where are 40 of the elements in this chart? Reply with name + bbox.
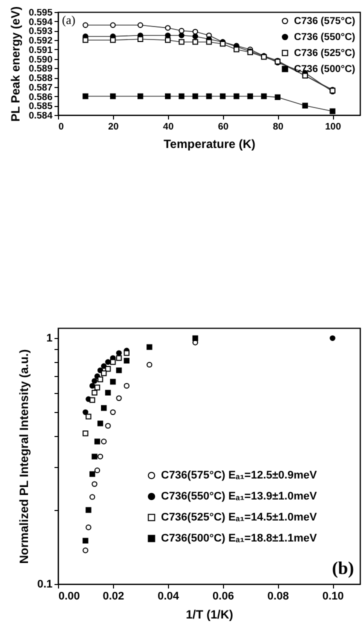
legend-label: C736(525°C) Eₐ₁=14.5±1.0meV bbox=[161, 512, 318, 524]
x-axis-title: 1/T (1/K) bbox=[186, 608, 234, 622]
y-tick-label: 0.591 bbox=[28, 44, 54, 56]
x-tick-label: 40 bbox=[163, 122, 174, 132]
x-axis-title: Temperature (K) bbox=[164, 137, 256, 151]
y-tick-label: 1 bbox=[46, 332, 52, 345]
y-axis-title: Normalized PL Integral Intensity (a.u.) bbox=[17, 349, 32, 564]
y-tick-label: 0.589 bbox=[28, 64, 52, 75]
x-tick-label: 80 bbox=[272, 122, 284, 132]
y-tick-label: 0.588 bbox=[28, 73, 52, 84]
legend-label: C736(575°C) Eₐ₁=12.5±0.9meV bbox=[161, 470, 318, 482]
y-axis-title: PL Peak energy (eV) bbox=[8, 6, 23, 122]
x-tick-label: 0.08 bbox=[267, 590, 289, 602]
x-tick-label: 0.02 bbox=[102, 590, 124, 602]
legend-label: C736 (500°C) bbox=[294, 64, 356, 75]
legend-label: C736(500°C) Eₐ₁=18.8±1.1meV bbox=[161, 532, 318, 544]
annotation: (b) bbox=[332, 558, 354, 578]
x-tick-label: 0.10 bbox=[322, 590, 344, 602]
legend-label: C736 (525°C) bbox=[294, 48, 356, 59]
y-tick-label: 0.595 bbox=[28, 8, 54, 18]
y-tick-label: 0.585 bbox=[28, 101, 54, 112]
y-tick-label: 0.587 bbox=[28, 82, 52, 94]
y-tick-label: 0.594 bbox=[28, 16, 54, 28]
annotation: (a) bbox=[62, 13, 76, 27]
y-tick-label: 0.590 bbox=[28, 54, 52, 66]
x-tick-label: 100 bbox=[325, 122, 341, 132]
x-tick-label: 20 bbox=[108, 122, 119, 132]
y-tick-label: 0.593 bbox=[28, 26, 52, 38]
legend-label: C736(550°C) Eₐ₁=13.9±1.0meV bbox=[161, 490, 318, 502]
x-tick-label: 0.00 bbox=[58, 590, 80, 602]
y-tick-label: 0.592 bbox=[28, 36, 52, 47]
x-tick-label: 0.06 bbox=[212, 590, 234, 602]
y-tick-label: 0.586 bbox=[28, 92, 52, 103]
x-tick-label: 60 bbox=[218, 122, 229, 132]
x-tick-label: 0 bbox=[58, 122, 64, 132]
y-tick-label: 0.1 bbox=[37, 578, 52, 590]
y-tick-label: 0.584 bbox=[28, 110, 54, 122]
legend-label: C736 (575°C) bbox=[294, 16, 356, 27]
legend-label: C736 (550°C) bbox=[294, 32, 356, 43]
x-tick-label: 0.04 bbox=[158, 590, 180, 602]
